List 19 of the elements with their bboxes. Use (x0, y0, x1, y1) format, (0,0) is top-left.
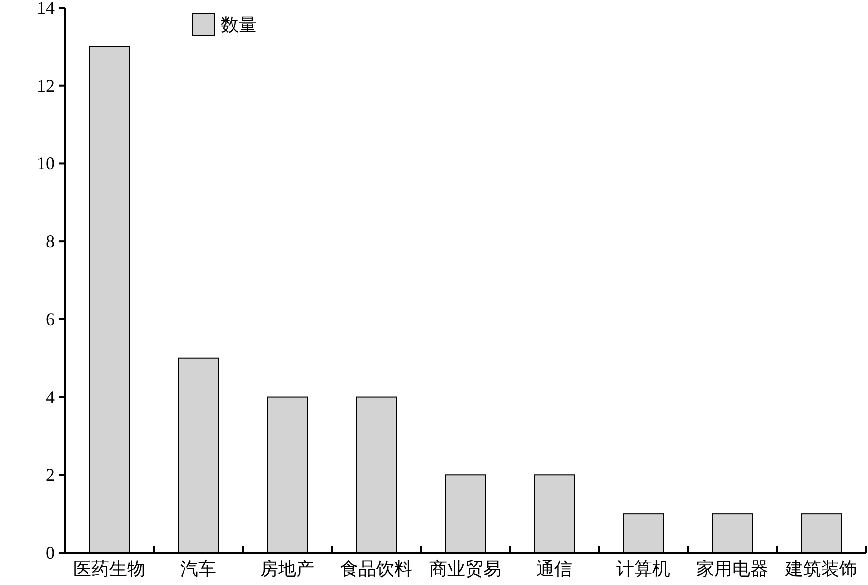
x-tick-label: 家用电器 (696, 559, 768, 579)
y-tick-label: 6 (46, 309, 55, 330)
x-tick-label: 计算机 (616, 559, 670, 579)
x-tick-label: 商业贸易 (430, 559, 502, 579)
y-tick-label: 8 (46, 232, 55, 252)
x-tick-label: 食品饮料 (340, 559, 412, 579)
y-tick-label: 4 (46, 387, 55, 408)
legend: 数量 (192, 14, 257, 36)
x-tick-label: 通信 (536, 559, 572, 579)
x-tick-label: 汽车 (180, 559, 216, 579)
y-tick-label: 2 (46, 465, 55, 486)
x-tick-label: 房地产 (260, 559, 314, 579)
y-tick-label: 0 (46, 543, 55, 563)
x-tick-label: 建筑装饰 (784, 559, 858, 579)
legend-label: 数量 (221, 15, 257, 35)
x-tick-label: 医药生物 (74, 559, 146, 579)
y-tick-label: 10 (37, 154, 55, 174)
y-tick-label: 14 (37, 0, 55, 18)
y-tick-label: 12 (37, 76, 55, 96)
